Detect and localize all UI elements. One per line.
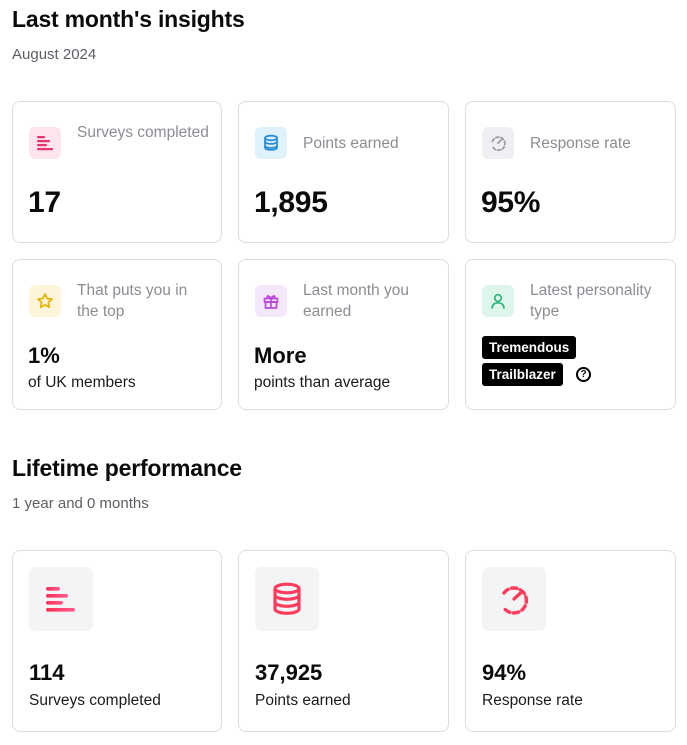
last-month-title: Last month's insights <box>12 6 245 32</box>
lifetime-response-value: 94% <box>482 660 527 685</box>
lifetime-surveys-card: 114 Surveys completed <box>12 550 222 732</box>
personality-tag-tremendous: Tremendous <box>482 336 577 359</box>
help-icon[interactable]: ? <box>576 367 591 382</box>
earned-comparison-card: Last month you earned More points than a… <box>238 259 449 410</box>
top-percent-card: That puts you in the top 1% of UK member… <box>12 259 222 410</box>
last-month-period: August 2024 <box>12 46 97 63</box>
person-icon <box>482 285 514 317</box>
response-rate-card: Response rate 95% <box>465 101 676 243</box>
personality-type-card: Latest personality type Tremendous Trail… <box>465 259 676 410</box>
gauge-icon <box>482 567 546 631</box>
surveys-completed-label: Surveys completed <box>77 124 209 141</box>
lifetime-points-card: 37,925 Points earned <box>238 550 449 732</box>
earned-comparison-value: More <box>254 343 307 368</box>
lifetime-response-label: Response rate <box>482 692 583 709</box>
personality-tag-trailblazer: Trailblazer <box>482 363 563 386</box>
surveys-icon <box>29 127 61 159</box>
points-earned-label: Points earned <box>303 135 399 152</box>
lifetime-points-label: Points earned <box>255 692 351 709</box>
top-percent-sub: of UK members <box>28 374 136 391</box>
top-percent-value: 1% <box>28 343 60 368</box>
gauge-icon <box>482 127 514 159</box>
surveys-completed-card: Surveys completed 17 <box>12 101 222 243</box>
earned-comparison-sub: points than average <box>254 374 391 391</box>
points-earned-card: Points earned 1,895 <box>238 101 449 243</box>
gift-icon <box>255 285 287 317</box>
lifetime-period: 1 year and 0 months <box>12 495 149 512</box>
personality-type-label: Latest personality type <box>530 282 652 320</box>
surveys-completed-value: 17 <box>28 186 61 219</box>
lifetime-title: Lifetime performance <box>12 455 242 481</box>
coins-icon <box>255 567 319 631</box>
points-earned-value: 1,895 <box>254 186 328 219</box>
response-rate-value: 95% <box>481 186 541 219</box>
surveys-icon <box>29 567 93 631</box>
top-percent-label: That puts you in the top <box>77 282 188 320</box>
lifetime-response-card: 94% Response rate <box>465 550 676 732</box>
coins-icon <box>255 127 287 159</box>
lifetime-points-value: 37,925 <box>255 660 323 685</box>
lifetime-surveys-value: 114 <box>29 660 65 685</box>
lifetime-surveys-label: Surveys completed <box>29 692 161 709</box>
earned-comparison-label: Last month you earned <box>303 282 409 320</box>
response-rate-label: Response rate <box>530 135 631 152</box>
star-icon <box>29 285 61 317</box>
